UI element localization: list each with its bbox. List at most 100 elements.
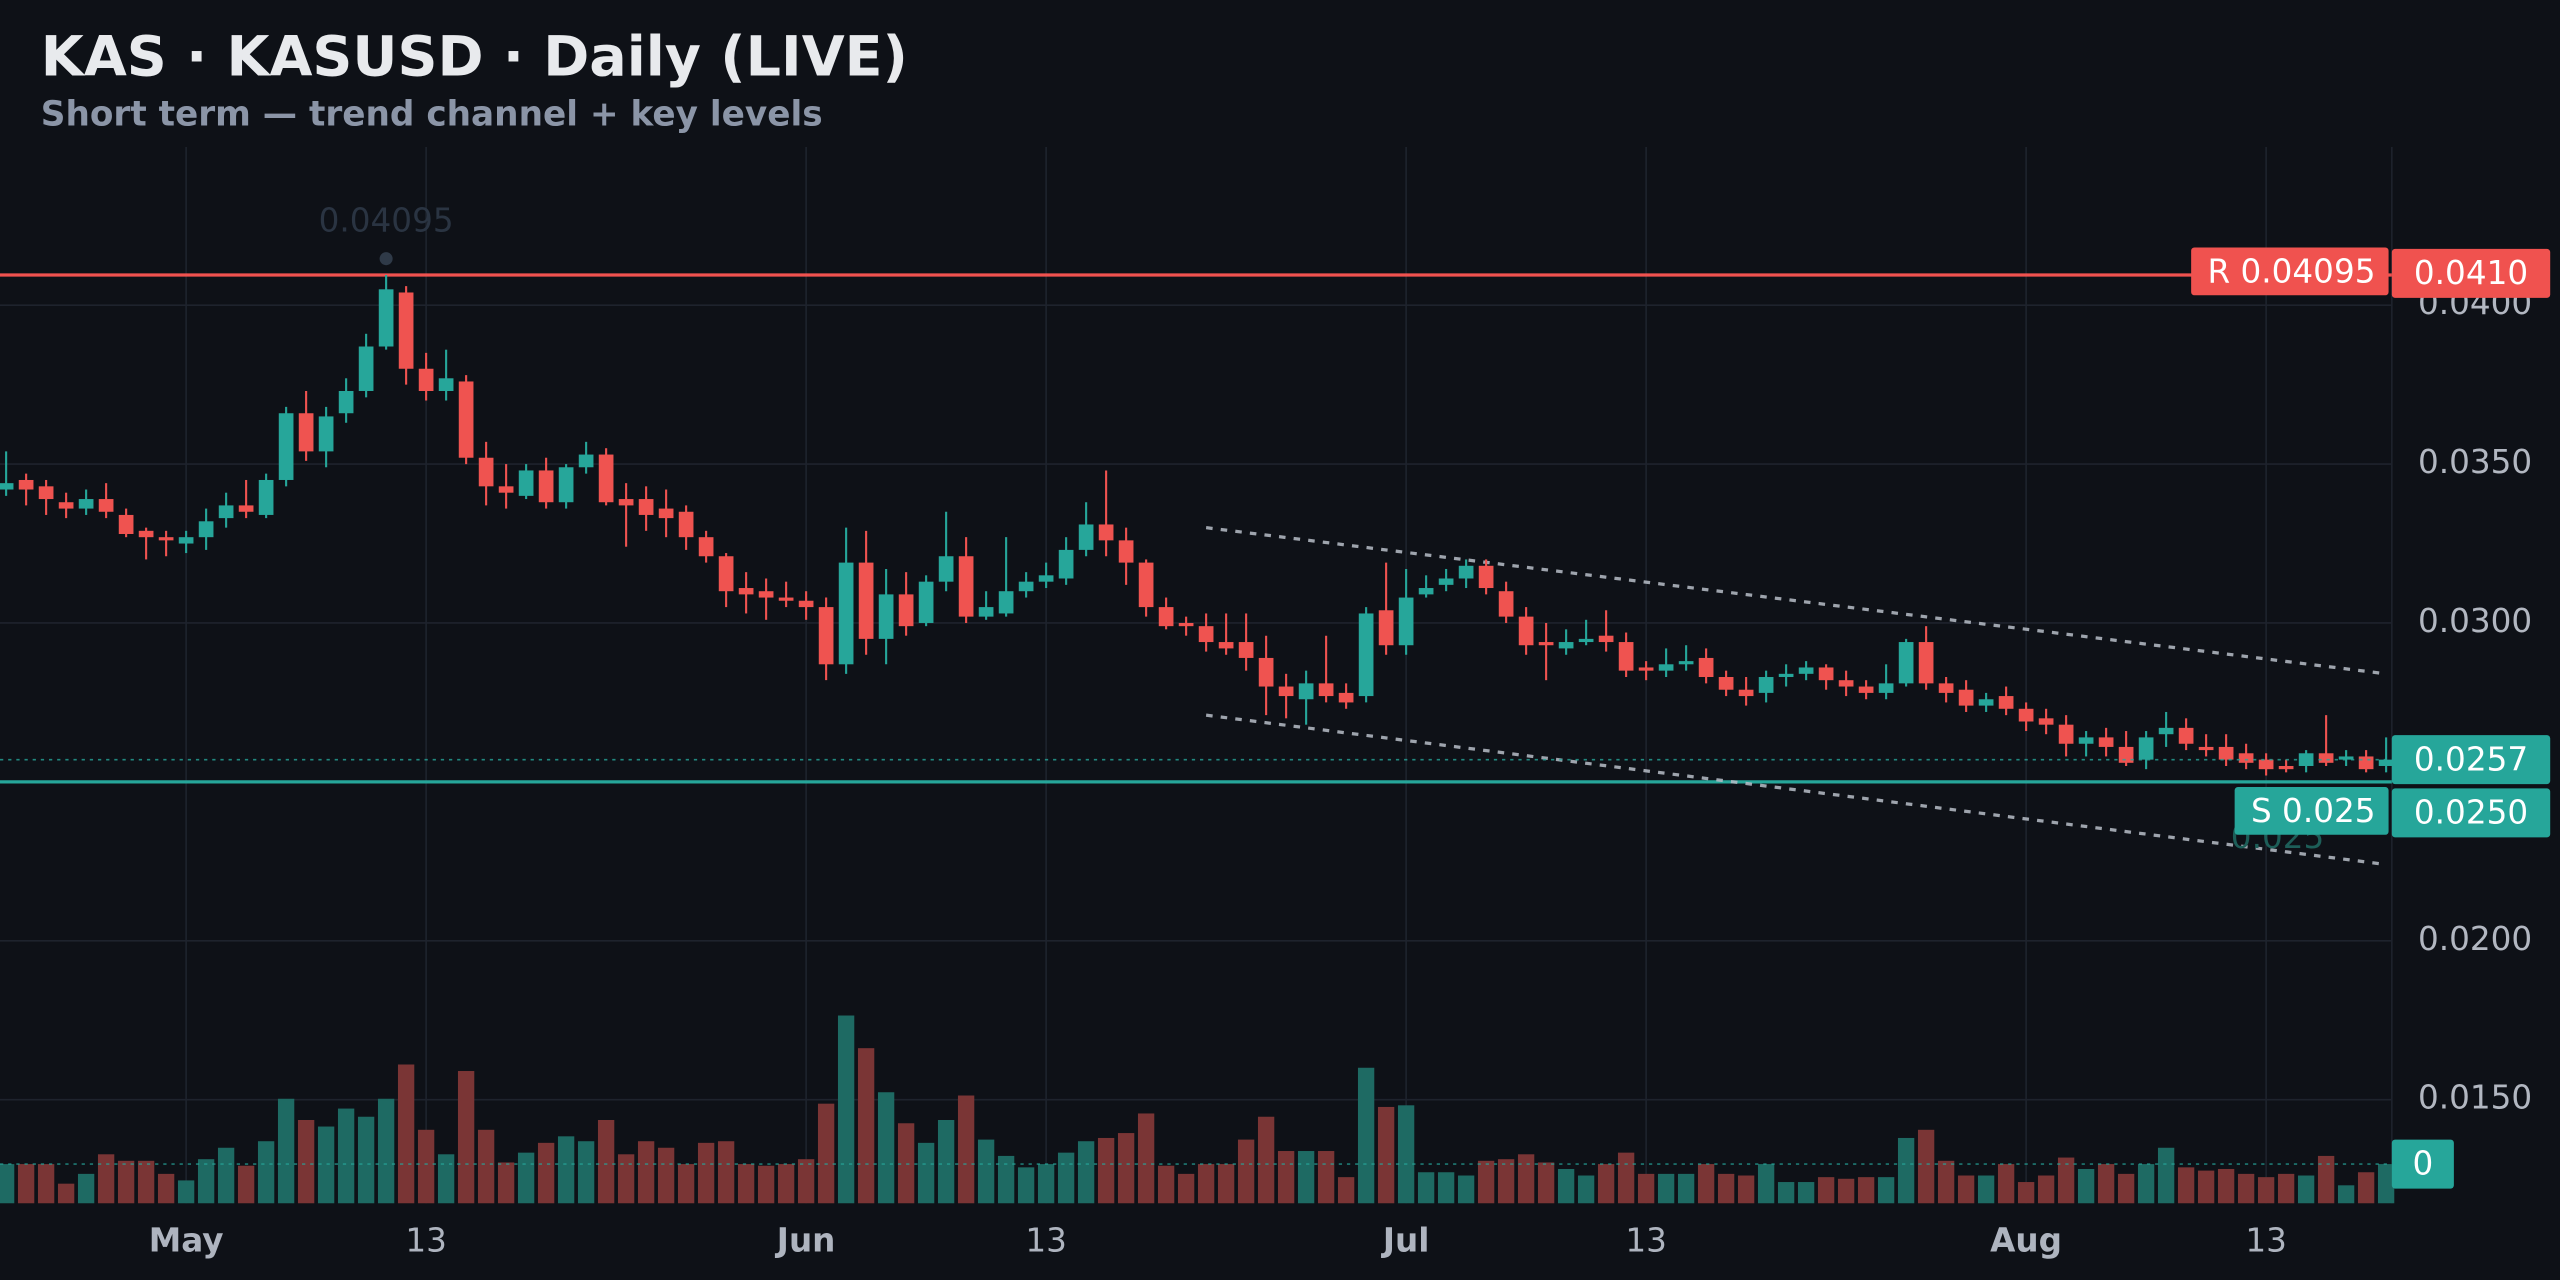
x-tick-label: Jun — [775, 1221, 836, 1259]
candle-body — [1538, 642, 1554, 646]
volume-bar — [977, 1139, 995, 1204]
volume-bar — [1697, 1164, 1715, 1204]
volume-bar — [157, 1173, 175, 1204]
volume-bar — [697, 1142, 715, 1204]
candle-body — [818, 607, 834, 665]
candle-body — [1218, 642, 1234, 649]
volume-bar — [597, 1120, 615, 1204]
candle-body — [538, 470, 554, 503]
volume-bar — [1097, 1137, 1115, 1204]
candle-body — [978, 607, 994, 617]
candle-body — [278, 413, 294, 480]
candle-body — [1298, 683, 1314, 700]
volume-bar — [417, 1129, 435, 1204]
candle-body — [1738, 689, 1754, 697]
candle-body — [1278, 686, 1294, 697]
candle-body — [1678, 661, 1694, 665]
volume-bar — [1817, 1177, 1835, 1204]
volume-bar — [1377, 1106, 1395, 1204]
candle-body — [1858, 686, 1874, 693]
candle-body — [2258, 759, 2274, 770]
candle-body — [638, 499, 654, 515]
x-tick-label: Jul — [1381, 1221, 1430, 1259]
last-price-label: 0.0257 — [2414, 740, 2528, 778]
candle-body — [2138, 737, 2154, 760]
volume-bar — [317, 1126, 335, 1204]
volume-bar — [1117, 1133, 1135, 1204]
volume-bar — [1177, 1173, 1195, 1204]
candle-body — [158, 537, 174, 541]
volume-bar — [1497, 1159, 1515, 1204]
candle-body — [1158, 607, 1174, 627]
level-axis-label: 0.0410 — [2414, 254, 2528, 292]
volume-bar — [2157, 1147, 2175, 1204]
candle-body — [878, 594, 894, 639]
volume-bar — [337, 1108, 355, 1204]
volume-bar — [957, 1095, 975, 1204]
candle-body — [338, 390, 354, 414]
volume-bar — [2037, 1175, 2055, 1204]
volume-bar — [1877, 1177, 1895, 1204]
candle-body — [378, 289, 394, 347]
candle-body — [458, 381, 474, 458]
volume-bar — [2117, 1173, 2135, 1204]
volume-bar — [2377, 1164, 2395, 1204]
volume-bar — [677, 1164, 695, 1204]
candle-body — [1258, 657, 1274, 687]
candle-body — [2058, 724, 2074, 744]
candle-body — [1078, 524, 1094, 550]
candle-body — [1778, 673, 1794, 678]
candle-body — [938, 556, 954, 582]
candle-body — [138, 530, 154, 538]
volume-bar — [1057, 1152, 1075, 1204]
volume-bar — [1217, 1164, 1235, 1204]
volume-bar — [1297, 1151, 1315, 1204]
candle-body — [78, 499, 94, 509]
volume-bar — [2197, 1170, 2215, 1204]
candle-body — [1698, 657, 1714, 678]
candle-body — [778, 597, 794, 601]
volume-bar — [2257, 1177, 2275, 1204]
candle-body — [2038, 718, 2054, 725]
candle-body — [738, 588, 754, 595]
volume-bar — [437, 1154, 455, 1204]
x-tick-label: 13 — [1025, 1221, 1067, 1259]
volume-bar — [2057, 1157, 2075, 1204]
chart-subtitle: Short term — trend channel + key levels — [41, 94, 823, 134]
high-marker — [379, 252, 393, 266]
volume-bar — [1757, 1164, 1775, 1204]
candle-body — [478, 457, 494, 487]
chart-title: KAS · KASUSD · Daily (LIVE) — [41, 25, 908, 90]
candle-body — [1558, 642, 1574, 649]
volume-bar — [1537, 1162, 1555, 1204]
volume-bar — [1917, 1129, 1935, 1204]
candle-body — [678, 511, 694, 538]
volume-bar — [1417, 1172, 1435, 1204]
candle-body — [598, 454, 614, 503]
volume-bar — [1277, 1151, 1295, 1204]
volume-bar — [617, 1154, 635, 1204]
candle-body — [1618, 642, 1634, 671]
volume-bar — [1657, 1173, 1675, 1204]
candle-body — [898, 594, 914, 627]
candle-body — [178, 537, 194, 544]
candle-body — [2238, 753, 2254, 763]
volume-last-label: 0 — [2412, 1145, 2433, 1183]
volume-bar — [1337, 1177, 1355, 1204]
candle-body — [318, 416, 334, 452]
volume-bar — [257, 1141, 275, 1204]
volume-bar — [197, 1159, 215, 1204]
volume-bar — [857, 1048, 875, 1204]
volume-bar — [2077, 1168, 2095, 1204]
volume-bar — [457, 1071, 475, 1204]
candle-body — [578, 454, 594, 468]
candle-body — [858, 562, 874, 639]
candle-body — [1658, 664, 1674, 671]
candle-body — [2198, 746, 2214, 751]
candle-body — [998, 591, 1014, 614]
candle-body — [1938, 683, 1954, 693]
candle-body — [2318, 753, 2334, 763]
candle-body — [1818, 667, 1834, 681]
volume-bar — [497, 1162, 515, 1204]
